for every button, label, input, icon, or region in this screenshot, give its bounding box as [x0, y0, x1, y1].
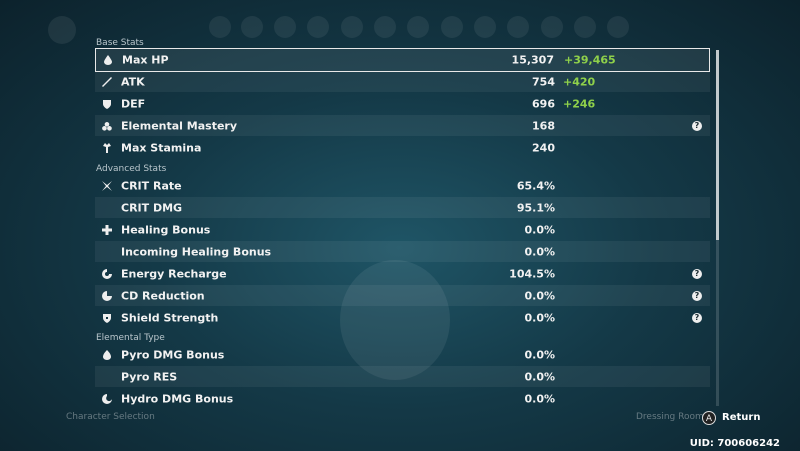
help-icon[interactable]: ? [692, 120, 702, 131]
stat-icon [103, 313, 111, 323]
uid: UID: 700606242 [689, 438, 780, 449]
stat-value: 696 [532, 97, 555, 110]
stat-value: 168 [532, 119, 555, 132]
stat-icon [102, 224, 112, 235]
character-selection[interactable]: Character Selection [66, 412, 155, 422]
stat-row[interactable]: CRIT DMG 95.1% [95, 197, 710, 218]
stat-label: Hydro DMG Bonus [121, 392, 234, 405]
stat-row[interactable]: Energy Recharge 104.5%? [95, 263, 710, 284]
stat-bonus: +246 [563, 97, 596, 110]
stat-label: Incoming Healing Bonus [121, 245, 272, 258]
icon-shape [102, 224, 112, 235]
stat-row[interactable]: Elemental Mastery 168? [95, 115, 710, 136]
stat-label: Shield Strength [121, 311, 219, 324]
icon-shape [104, 55, 112, 65]
stat-row[interactable]: Shield Strength 0.0%? [95, 307, 710, 328]
stat-label: ATK [121, 75, 145, 88]
stat-icon [102, 290, 112, 301]
stat-icon [102, 76, 112, 87]
stat-value: 0.0% [524, 289, 555, 302]
stat-value: 0.0% [524, 348, 555, 361]
section-title: Elemental Type [96, 333, 165, 343]
stat-label: Healing Bonus [121, 223, 211, 236]
stat-value: 104.5% [509, 267, 555, 280]
stat-label: Pyro RES [121, 370, 178, 383]
stat-icon [102, 121, 112, 131]
icon-shape [102, 393, 112, 404]
stat-value: 0.0% [524, 392, 555, 405]
stat-label: CRIT DMG [121, 201, 183, 214]
stat-icon [103, 142, 111, 153]
icon-shape [103, 349, 111, 360]
stat-row[interactable]: Healing Bonus 0.0% [95, 219, 710, 240]
stat-row[interactable]: CD Reduction 0.0%? [95, 285, 710, 306]
stat-label: Max HP [122, 53, 169, 67]
stat-value: 95.1% [516, 201, 555, 214]
stat-row[interactable]: CRIT Rate 65.4% [95, 175, 710, 196]
stat-bonus: +420 [563, 75, 596, 88]
icon-shape [102, 290, 112, 301]
stat-row[interactable]: Max Stamina 240 [95, 137, 710, 158]
stat-icon [104, 55, 112, 65]
stat-value: 0.0% [524, 311, 555, 324]
icon-shape [103, 313, 111, 323]
section-title: Advanced Stats [96, 164, 167, 174]
stat-label: Energy Recharge [121, 267, 227, 280]
button-key[interactable]: A [702, 411, 716, 425]
stat-value: 240 [532, 141, 555, 154]
stat-row[interactable]: Max HP 15,307 +39,465 [95, 48, 710, 72]
stat-row[interactable]: DEF 696 +246 [95, 93, 710, 114]
stat-icon [102, 180, 112, 191]
icon-shape [103, 99, 111, 109]
help-icon[interactable]: ? [692, 312, 702, 323]
help-icon[interactable]: ? [692, 290, 702, 301]
stat-icon [103, 99, 111, 109]
stat-label: CD Reduction [121, 289, 205, 302]
stat-row[interactable]: Pyro RES 0.0% [95, 366, 710, 387]
stat-label: Pyro DMG Bonus [121, 348, 225, 361]
icon-shape [103, 142, 111, 153]
stat-value: 0.0% [524, 223, 555, 236]
stat-row[interactable]: Incoming Healing Bonus 0.0% [95, 241, 710, 262]
stat-label: CRIT Rate [121, 179, 182, 192]
stat-icon [102, 268, 112, 279]
stat-value: 15,307 [511, 53, 554, 67]
stat-icon [103, 349, 111, 360]
stat-row[interactable]: Hydro DMG Bonus 0.0% [95, 388, 710, 409]
return-button[interactable]: Return [722, 412, 761, 423]
stat-icon [102, 393, 112, 404]
stat-value: 0.0% [524, 370, 555, 383]
stat-label: Max Stamina [121, 141, 202, 154]
stat-label: DEF [121, 97, 146, 110]
stat-row[interactable]: Pyro DMG Bonus 0.0% [95, 344, 710, 365]
stat-value: 0.0% [524, 245, 555, 258]
stat-bonus: +39,465 [564, 53, 616, 67]
stat-row[interactable]: ATK 754 +420 [95, 71, 710, 92]
stat-label: Elemental Mastery [121, 119, 238, 132]
section-title: Base Stats [96, 38, 144, 48]
icon-shape [102, 121, 112, 131]
stat-value: 754 [532, 75, 555, 88]
icon-shape [102, 76, 112, 87]
dressing-room[interactable]: Dressing Room [636, 412, 704, 422]
stat-value: 65.4% [516, 179, 555, 192]
help-icon[interactable]: ? [692, 268, 702, 279]
icon-shape [102, 180, 112, 191]
icon-shape [102, 268, 112, 279]
